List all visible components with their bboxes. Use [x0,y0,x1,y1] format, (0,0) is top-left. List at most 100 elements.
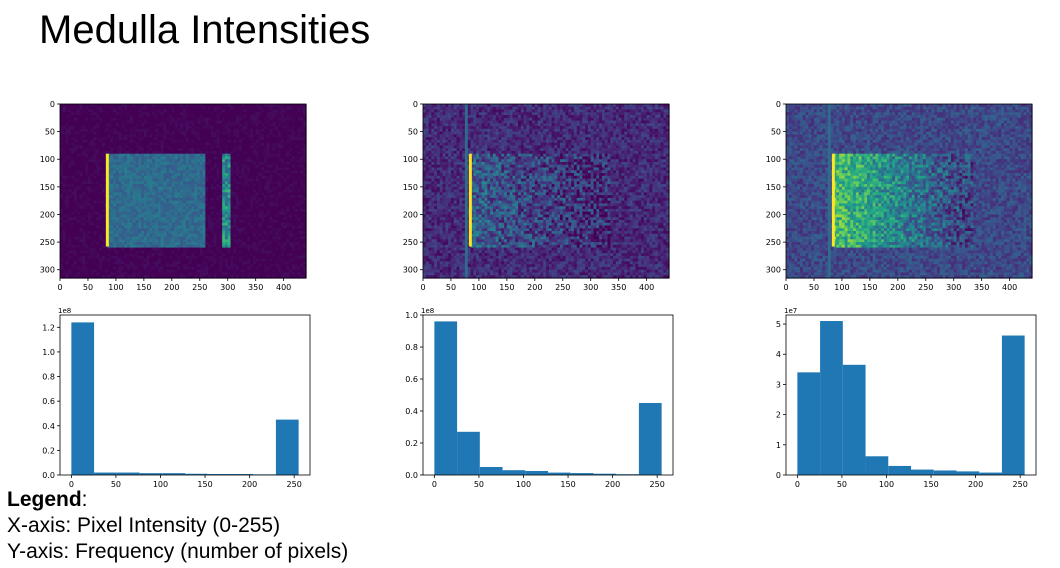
heatmap-cell [250,175,254,180]
heatmap-cell [155,156,159,160]
heatmap-cell [292,200,296,205]
heatmap-cell [101,186,106,191]
heatmap-cell [183,208,187,213]
heatmap-cell [208,258,212,263]
heatmap-cell [113,228,117,232]
heatmap-cell [99,258,103,263]
heatmap-cell [68,225,72,229]
heatmap-cell [157,128,162,133]
heatmap-cell [115,126,120,130]
heatmap-cell [174,214,179,218]
heatmap-cell [236,189,240,193]
heatmap-cell [230,211,234,216]
heatmap-cell [289,150,293,155]
heatmap-cell [219,148,223,152]
heatmap-cell [101,164,106,169]
heatmap-cell [213,164,218,169]
heatmap-cell [266,195,271,199]
heatmap-cell [303,104,307,108]
heatmap-cell [65,244,69,249]
heatmap-cell [230,247,234,251]
heatmap-cell [183,173,187,177]
heatmap-cell [294,153,299,158]
heatmap-cell [222,200,226,205]
heatmap-cell [166,145,170,149]
heatmap-cell [191,222,195,227]
heatmap-cell [269,170,274,174]
heatmap-cell [278,120,282,124]
heatmap-cell [101,128,106,133]
heatmap-cell [152,208,156,213]
heatmap-cell [93,162,97,166]
heatmap-cell [247,148,251,152]
heatmap-cell [93,208,97,213]
heatmap-cell [289,162,293,166]
heatmap-cell [143,228,148,232]
heatmap-cell [146,197,151,202]
heatmap-cell [96,156,100,160]
heatmap-cell [85,208,89,213]
heatmap-cell [199,173,204,177]
heatmap-cell [269,228,274,232]
heatmap-cell [141,225,145,229]
heatmap-cell [250,225,254,229]
heatmap-cell [124,211,128,216]
heatmap-cell [101,123,106,127]
heatmap-cell [241,109,246,113]
heatmap-cell [132,142,137,147]
heatmap-cell [169,189,173,193]
heatmap-cell [135,126,139,130]
heatmap-cell [118,175,123,180]
heatmap-cell [247,137,251,141]
heatmap-cell [180,117,184,122]
heatmap-cell [275,134,279,138]
heatmap-cell [230,164,234,169]
heatmap-cell [241,228,246,232]
heatmap-cell [264,167,268,171]
heatmap-cell [264,131,268,135]
heatmap-cell [272,195,276,199]
heatmap-cell [96,255,100,260]
heatmap-cell [241,156,246,160]
heatmap-cell [202,131,206,135]
heatmap-cell [250,200,254,205]
heatmap-cell [115,214,120,218]
heatmap-cell [250,195,254,199]
heatmap-cell [244,222,248,227]
heatmap-cell [208,115,212,119]
heatmap-cell [177,220,181,224]
heatmap-cell [194,217,198,221]
heatmap-cell [101,175,106,180]
heatmap-cell [118,126,123,130]
heatmap-cell [60,145,64,149]
heatmap-cell [132,184,137,188]
heatmap-cell [110,128,114,133]
heatmap-cell [160,192,165,196]
heatmap-cell [236,131,240,135]
heatmap-cell [216,208,220,213]
heatmap-cell [96,250,100,254]
heatmap-cell [129,244,134,249]
heatmap-cell [224,117,229,122]
heatmap-cell [99,164,103,169]
heatmap-cell [233,258,237,263]
heatmap-cell [252,236,257,240]
heatmap-cell [62,253,67,257]
heatmap-cell [152,242,156,246]
heatmap-cell [152,181,156,185]
heatmap-cell [236,117,240,122]
heatmap-cell [297,186,302,191]
heatmap-cell [73,106,78,111]
heatmap-cell [99,170,103,174]
heatmap-cell [303,211,307,216]
heatmap-cell [124,145,128,149]
heatmap-cell [110,134,114,138]
heatmap-cell [280,192,285,196]
heatmap-cell [113,148,117,152]
heatmap-cell [135,253,139,257]
heatmap-cell [185,208,190,213]
heatmap-cell [210,247,215,251]
heatmap-cell [255,217,260,221]
heatmap-cell [141,236,145,240]
heatmap-cell [303,112,307,116]
